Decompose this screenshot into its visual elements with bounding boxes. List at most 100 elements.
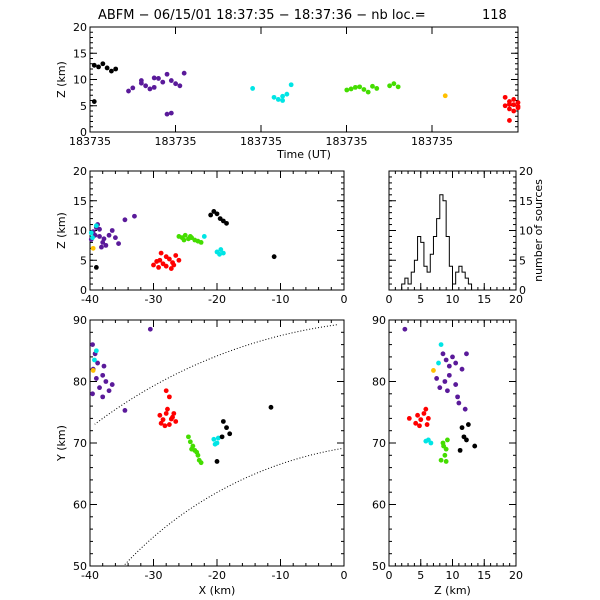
xz-source-point bbox=[168, 266, 174, 271]
time-height-source-point bbox=[160, 79, 166, 85]
xy-source-point bbox=[103, 379, 109, 384]
zy-source-point bbox=[445, 388, 450, 394]
zy-source-point bbox=[465, 422, 471, 427]
time-height-source-point bbox=[138, 80, 144, 86]
xz-source-point bbox=[93, 223, 99, 229]
zy-source-point bbox=[434, 376, 440, 381]
histogram-bar bbox=[414, 260, 417, 290]
time-height-source-point bbox=[275, 97, 281, 102]
time-height-source-point bbox=[113, 66, 119, 72]
xy-source-point bbox=[187, 439, 193, 445]
time-height-source-point bbox=[173, 81, 179, 87]
xz-source-point bbox=[90, 245, 96, 251]
xz-ytick-label-1: 5 bbox=[80, 254, 87, 267]
zy-source-point bbox=[431, 368, 436, 373]
xz-ylabel: Z (km) bbox=[55, 212, 68, 249]
zy-source-point bbox=[406, 416, 412, 421]
time-height-source-point bbox=[344, 87, 350, 93]
histogram-bar bbox=[421, 242, 424, 290]
xz-source-point bbox=[97, 226, 102, 232]
zy-source-point bbox=[423, 438, 429, 444]
xy-source-point bbox=[215, 435, 221, 441]
zy-source-point bbox=[438, 342, 444, 347]
zy-source-point bbox=[464, 437, 469, 443]
zy-source-point bbox=[453, 360, 459, 366]
xz-source-point bbox=[176, 257, 182, 263]
xz-source-point bbox=[166, 256, 172, 262]
xy-xtick-label-1: -30 bbox=[145, 569, 163, 582]
xz-source-point bbox=[173, 253, 179, 258]
time-height-source-point bbox=[143, 83, 149, 89]
xy-source-point bbox=[220, 419, 226, 424]
zy-source-point bbox=[436, 360, 441, 366]
histogram-bar bbox=[418, 236, 421, 290]
time-height-source-point bbox=[391, 81, 397, 87]
time-height-source-point bbox=[370, 83, 375, 89]
zy-source-point bbox=[418, 417, 424, 423]
xy-source-point bbox=[163, 388, 169, 394]
time-height-source-point bbox=[365, 89, 371, 95]
time-height-source-point bbox=[156, 76, 161, 81]
xz-ytick-label-0: 0 bbox=[80, 284, 87, 297]
xy-source-point bbox=[173, 419, 179, 424]
zy-source-point bbox=[450, 354, 455, 360]
zy-source-point bbox=[428, 440, 434, 446]
xy-source-point bbox=[147, 326, 153, 332]
xz-source-point bbox=[208, 212, 214, 218]
time-height-source-point bbox=[507, 101, 512, 107]
xy-xlabel: X (km) bbox=[199, 584, 236, 597]
time-height-ytick-label-2: 10 bbox=[73, 74, 87, 87]
time-height-source-point bbox=[280, 93, 285, 99]
xz-source-point bbox=[109, 228, 115, 233]
histogram-bar bbox=[449, 266, 452, 290]
xy-source-point bbox=[90, 391, 95, 397]
zy-source-point bbox=[455, 394, 460, 400]
xy-source-point bbox=[227, 431, 233, 437]
histogram-bar bbox=[440, 195, 443, 290]
zy-source-point bbox=[415, 412, 420, 418]
zy-ytick-label-0: 50 bbox=[372, 560, 386, 573]
zy-source-point bbox=[421, 411, 427, 416]
time-height-source-point bbox=[100, 61, 106, 67]
xz-ytick-label-2: 10 bbox=[73, 225, 87, 238]
time-height-source-point bbox=[164, 71, 170, 77]
xy-range-ring-0 bbox=[123, 448, 342, 566]
xy-source-point bbox=[122, 408, 128, 413]
histogram-xtick-label-3: 15 bbox=[477, 293, 491, 306]
time-height-source-point bbox=[181, 70, 187, 76]
xz-xtick-label-1: -30 bbox=[145, 293, 163, 306]
zy-source-point bbox=[425, 416, 431, 421]
histogram-bar bbox=[427, 272, 430, 290]
time-height-source-point bbox=[164, 111, 170, 117]
xy-ytick-label-2: 70 bbox=[73, 437, 87, 450]
histogram-ytick-label-1: 5 bbox=[519, 254, 526, 267]
zy-source-point bbox=[417, 423, 422, 429]
zy-source-point bbox=[459, 366, 465, 372]
histogram-xtick-label-4: 20 bbox=[509, 293, 523, 306]
zy-source-point bbox=[402, 326, 408, 332]
time-height-source-point bbox=[271, 94, 277, 100]
zy-ytick-label-4: 90 bbox=[372, 314, 386, 327]
xy-source-point bbox=[198, 460, 204, 466]
time-height-xtick-label-2: 183735 bbox=[240, 135, 282, 148]
histogram-bar bbox=[468, 284, 471, 290]
xy-source-point bbox=[194, 449, 200, 455]
xz-frame bbox=[89, 170, 345, 291]
xz-source-point bbox=[158, 250, 164, 256]
time-height-source-point bbox=[442, 93, 448, 99]
histogram-bar bbox=[462, 272, 465, 290]
zy-source-point bbox=[437, 385, 443, 391]
xz-source-point bbox=[181, 237, 187, 243]
xy-source-point bbox=[211, 436, 217, 442]
xy-source-point bbox=[166, 394, 172, 400]
zy-ytick-label-2: 70 bbox=[372, 437, 386, 450]
xy-source-point bbox=[212, 441, 218, 447]
location-count: 118 bbox=[482, 8, 507, 23]
xz-source-point bbox=[156, 264, 161, 270]
zy-ytick-label-3: 80 bbox=[372, 376, 386, 389]
time-height-ylabel: Z (km) bbox=[55, 61, 68, 98]
xy-source-point bbox=[97, 385, 102, 391]
zy-xtick-label-1: 5 bbox=[417, 569, 424, 582]
xz-source-point bbox=[163, 263, 169, 269]
time-height-source-point bbox=[507, 106, 512, 112]
